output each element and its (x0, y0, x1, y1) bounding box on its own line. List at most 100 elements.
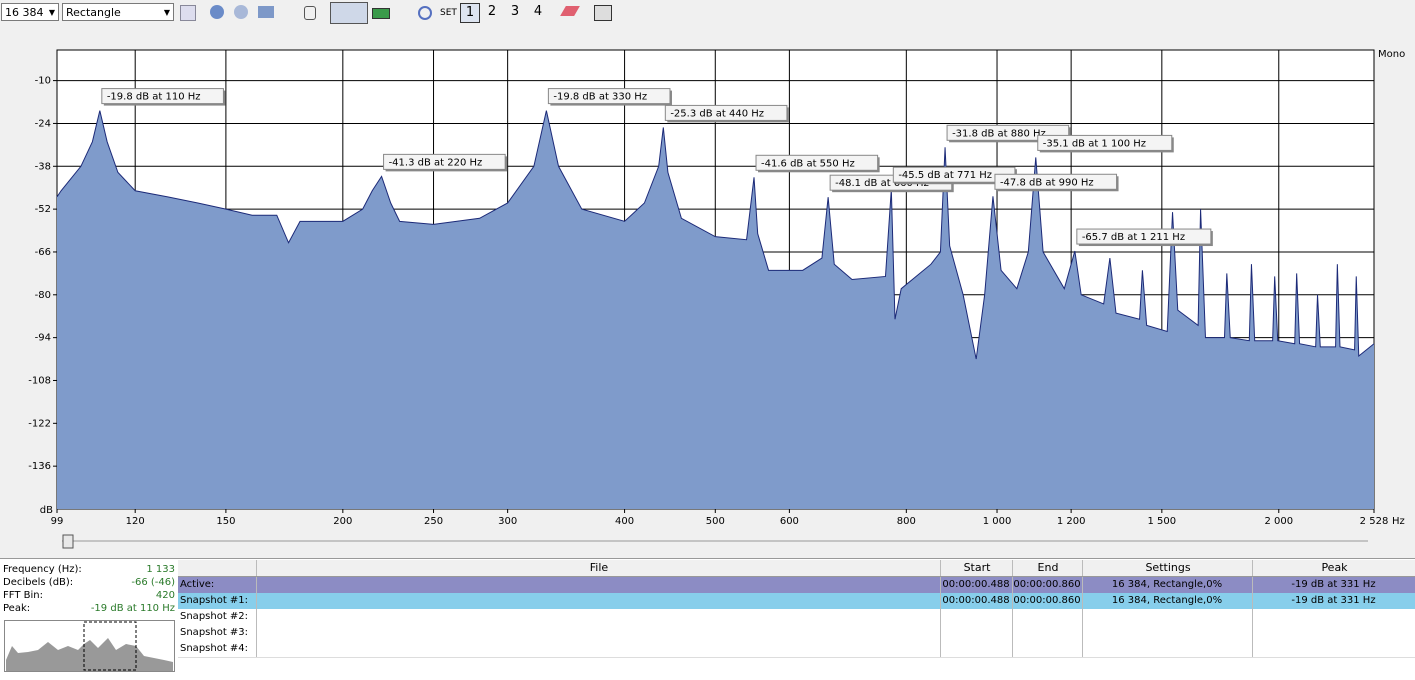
overlay-button[interactable] (258, 6, 274, 18)
y-tick-label: -94 (35, 333, 51, 344)
color-button[interactable] (372, 8, 390, 19)
annotation-label: -47.8 dB at 990 Hz (1000, 177, 1094, 188)
table-cell: 16 384, Rectangle,0% (1111, 595, 1223, 606)
grid-divider (1082, 577, 1083, 593)
info-row: Frequency (Hz): 1 133 (3, 563, 175, 576)
peak-annotation (755, 154, 879, 171)
tool-button[interactable] (180, 5, 196, 21)
info-label: Decibels (dB): (3, 577, 74, 588)
info-value: 420 (155, 590, 175, 601)
annotation-label: -65.7 dB at 1 211 Hz (1082, 232, 1185, 243)
x-tick-label: 1 200 (1057, 516, 1086, 527)
grid-divider (1252, 593, 1253, 609)
lock-button[interactable] (304, 6, 316, 20)
grid-divider (256, 641, 257, 657)
grid-divider (1012, 641, 1013, 657)
grid-divider (1082, 641, 1083, 657)
refresh-all-button[interactable] (234, 5, 248, 19)
grid-divider (1012, 625, 1013, 641)
info-row: Decibels (dB): -66 (-46) (3, 576, 175, 589)
table-row[interactable] (178, 609, 1415, 626)
table-row[interactable] (178, 641, 1415, 658)
y-tick-label: -10 (35, 76, 51, 87)
grid-divider (256, 577, 257, 593)
annotation-label: -48.1 dB at 660 Hz (835, 178, 929, 189)
row-label: Snapshot #3: (180, 627, 249, 638)
window-dropdown[interactable]: Rectangle ▼ (62, 3, 174, 21)
y-tick-label: -38 (35, 161, 51, 172)
grid-divider (1252, 577, 1253, 593)
channel-label: Mono (1378, 49, 1405, 60)
peak-annotation (664, 104, 788, 121)
x-tick-label: 250 (424, 516, 443, 527)
window-type: Rectangle (66, 6, 121, 19)
print-button[interactable] (594, 5, 612, 21)
y-unit-label: dB (40, 505, 53, 516)
snapshot-table: File Start End Settings Peak Active: 00:00:00.… (178, 560, 1415, 679)
overview-thumbnail (4, 620, 175, 672)
clear-button[interactable] (418, 6, 432, 20)
grid-divider (1252, 625, 1253, 641)
peak-annotation (1076, 228, 1212, 245)
spectrum-chart: Mono dB Hz -10 -24 -38 -52 -66 -80 -94 -108 -122… (28, 49, 1405, 549)
column-header: Start (940, 560, 1013, 576)
row-label: Snapshot #4: (180, 643, 249, 654)
fft-size-dropdown[interactable]: 16 384 ▼ (1, 3, 59, 21)
y-tick-label: -52 (35, 204, 51, 215)
annotation-label: -35.1 dB at 1 100 Hz (1043, 138, 1146, 149)
refresh-button[interactable] (210, 5, 224, 19)
grid-divider (940, 577, 941, 593)
table-cell: 00:00:00.860 (1013, 579, 1081, 590)
table-header-row (178, 560, 1415, 577)
column-header: File (256, 560, 941, 576)
grid-divider (1082, 625, 1083, 641)
set-button[interactable]: 2 (487, 4, 497, 19)
x-unit-label: Hz (1392, 516, 1405, 527)
grid-divider (940, 593, 941, 609)
annotation-label: -25.3 dB at 440 Hz (670, 108, 764, 119)
annotation-label: -19.8 dB at 330 Hz (553, 92, 647, 103)
info-label: Peak: (3, 603, 31, 614)
x-tick-label: 200 (333, 516, 352, 527)
grid-divider (1082, 609, 1083, 625)
info-panel: Frequency (Hz): 1 133 Decibels (dB): -66 (-… (3, 563, 175, 615)
grid-divider (1252, 641, 1253, 657)
peak-annotation (1037, 134, 1173, 151)
slider-thumb[interactable] (62, 534, 74, 549)
table-cell: 00:00:00.860 (1013, 595, 1081, 606)
info-value: -19 dB at 110 Hz (90, 603, 175, 614)
annotation-label: -45.5 dB at 771 Hz (898, 170, 992, 181)
row-label: Active: (180, 579, 215, 590)
grid-divider (1012, 609, 1013, 625)
table-cell: -19 dB at 331 Hz (1291, 579, 1376, 590)
chart-type-button[interactable] (330, 2, 368, 24)
set-button[interactable]: 3 (510, 4, 520, 19)
x-tick-label: 1 500 (1148, 516, 1177, 527)
table-row[interactable] (178, 625, 1415, 642)
grid-divider (256, 593, 257, 609)
info-label: FFT Bin: (3, 590, 43, 601)
y-tick-label: -108 (28, 375, 51, 386)
table-cell: 00:00:00.488 (942, 595, 1010, 606)
set-button[interactable]: 4 (533, 4, 543, 19)
info-label: Frequency (Hz): (3, 564, 82, 575)
spectrum-area (57, 110, 1374, 509)
x-tick-label: 2 528 (1360, 516, 1389, 527)
y-tick-label: -24 (35, 118, 51, 129)
info-value: 1 133 (146, 564, 175, 575)
row-label: Snapshot #2: (180, 611, 249, 622)
grid-divider (1252, 609, 1253, 625)
x-tick-label: 99 (51, 516, 64, 527)
x-tick-label: 1 000 (983, 516, 1012, 527)
annotation-label: -19.8 dB at 110 Hz (107, 92, 201, 103)
grid-divider (940, 641, 941, 657)
y-tick-label: -80 (35, 290, 51, 301)
grid-divider (1012, 593, 1013, 609)
peak-annotation (101, 88, 224, 105)
row-label: Snapshot #1: (180, 595, 249, 606)
x-tick-label: 400 (615, 516, 634, 527)
x-tick-label: 120 (126, 516, 145, 527)
set-button[interactable]: 1 (460, 3, 480, 23)
grid-divider (256, 625, 257, 641)
